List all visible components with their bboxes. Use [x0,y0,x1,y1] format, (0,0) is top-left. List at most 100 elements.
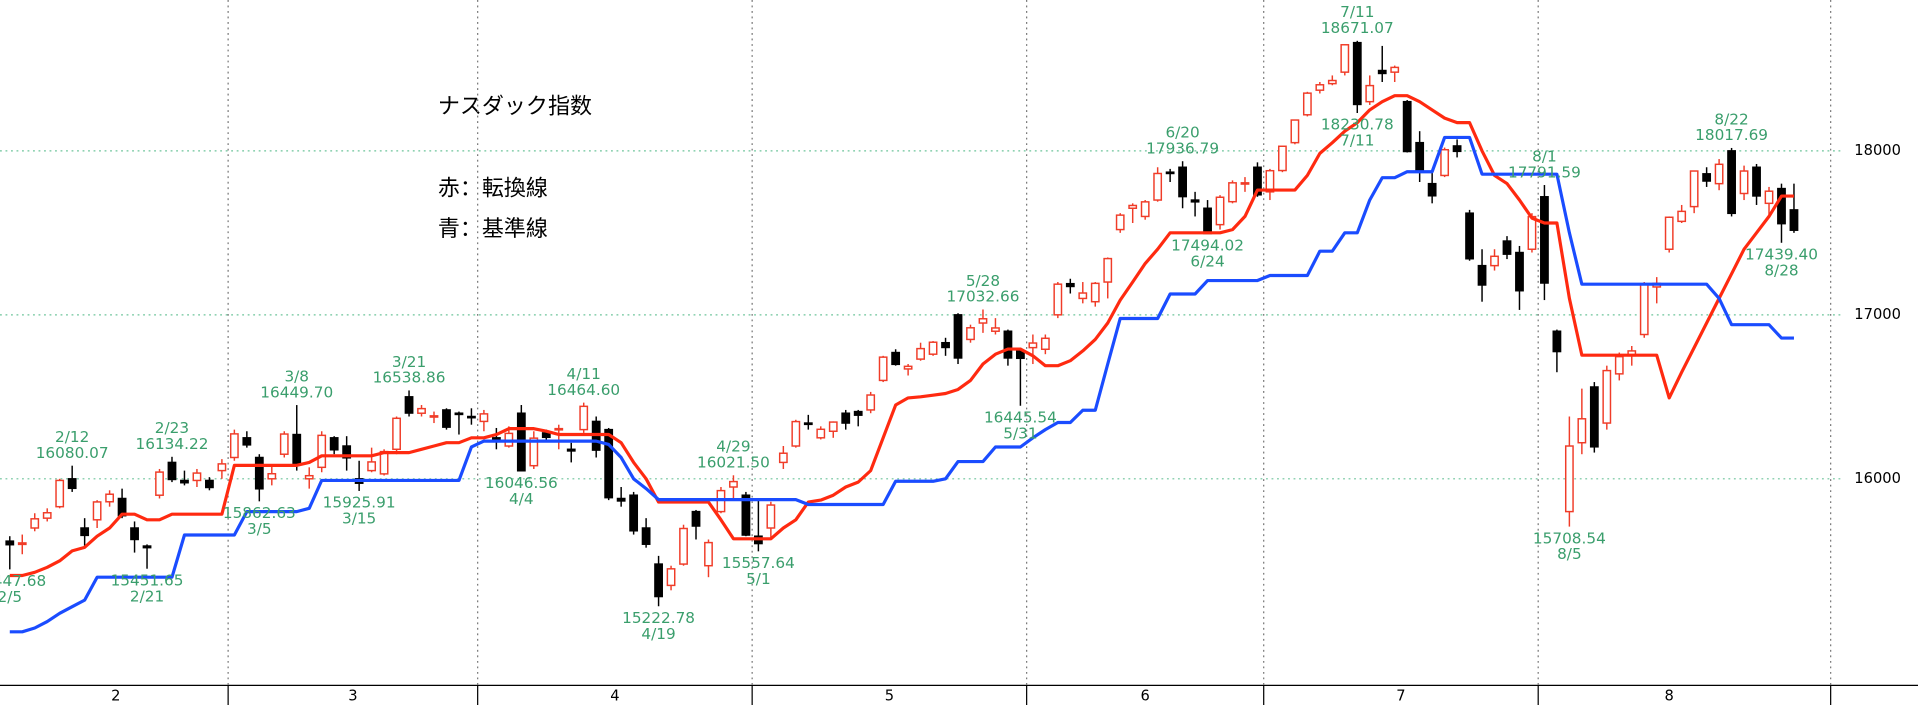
candle-body [317,434,327,469]
candle-body [1053,283,1063,316]
annotation-value: 16445.54 [984,408,1057,426]
candle-body [778,452,788,464]
candle-body [1028,342,1038,349]
candle-body [766,504,776,529]
y-tick-label: 18000 [1854,142,1901,159]
candle-body [604,428,614,499]
annotation-value: 17936.79 [1146,139,1219,157]
x-tick-label: 4 [610,687,619,704]
annotation-date: 2/23 [155,419,189,437]
candle-body [17,542,27,546]
candle-body [217,463,227,472]
candle-body [1764,190,1774,205]
candle-body [691,510,701,527]
candle-body [1415,141,1425,173]
candle-body [866,394,876,411]
candle-body [1664,216,1674,250]
x-tick-label: 2 [111,687,120,704]
candle-body [991,327,1000,332]
candle-body [5,540,15,546]
candle-body [205,479,214,489]
candle-body [641,527,651,545]
annotation-value: 17032.66 [947,288,1020,306]
x-tick-label: 6 [1141,687,1150,704]
candle-body [1702,173,1712,182]
annotation-value: 18230.78 [1321,116,1394,134]
legend-entry: 青：基準線 [438,217,548,242]
annotation-date: 8/5 [1557,545,1582,563]
annotation-value: 16021.50 [697,454,770,472]
candle-body [1178,166,1188,198]
candle-body [1577,418,1587,444]
y-tick-label: 16000 [1854,470,1901,487]
chart-title: ナスダック指数 [438,95,592,120]
candle-body [1789,209,1799,231]
annotation-value: 16538.86 [373,369,446,387]
candle-body [1777,187,1786,225]
candle-body [1065,282,1075,288]
candle-body [878,356,888,382]
candle-body [1190,199,1200,203]
candle-body [42,512,52,519]
candle-body [1589,386,1599,448]
candle-body [529,437,539,467]
candle-body [903,365,913,370]
annotation-date: 6/20 [1165,124,1199,142]
candle-body [404,396,414,414]
candle-body [1540,196,1549,284]
candle-body [1527,215,1537,250]
candle-body [966,327,975,341]
annotation-date: 6/24 [1190,252,1224,270]
candle-body [891,351,901,366]
candle-body [304,474,314,480]
annotation-date: 5/1 [746,570,771,588]
candle-body [80,527,90,537]
candle-body [729,480,738,488]
candle-body [442,409,451,428]
candle-body [1465,212,1474,260]
annotation-date: 2/12 [55,428,89,446]
candle-body [1727,150,1736,215]
candle-body [1502,240,1512,255]
annotation-date: 8/22 [1714,110,1748,128]
candle-body [978,318,988,324]
candle-body [55,479,65,508]
candle-body [1016,350,1025,360]
candle-body [267,472,277,480]
candle-body [1327,79,1337,85]
annotation-value: 16449.70 [260,383,333,401]
annotation-date: 8/28 [1764,261,1798,279]
annotation-date: 4/29 [716,438,750,456]
annotation-date: 8/1 [1532,147,1557,165]
candle-body [491,437,501,441]
candle-body [629,494,639,532]
candle-body [579,405,589,431]
x-tick-label: 3 [348,687,357,704]
annotation-value: 15925.91 [323,494,396,512]
candle-body [1290,119,1300,144]
annotation-value: 17494.02 [1171,237,1244,255]
annotation-date: 5/28 [966,272,1000,290]
candle-body [1203,207,1212,235]
candle-body [1228,182,1237,203]
candle-body [167,461,177,481]
candle-body [279,433,289,455]
candle-body [1427,182,1437,197]
annotation-value: 15708.54 [1533,529,1606,547]
candle-body [1115,214,1125,231]
candle-body [142,545,152,549]
candle-body [1390,66,1400,73]
candle-body [229,433,239,459]
candle-body [1452,145,1462,153]
annotation-date: 4/4 [509,490,534,508]
candle-body [1477,264,1487,286]
annotation-value: 16080.07 [36,444,109,462]
candle-body [1278,145,1287,172]
candle-body [1689,170,1699,208]
candle-body [1639,283,1649,336]
candle-body [479,413,489,423]
annotation-value: 15862.63 [223,504,296,522]
candle-body [1402,100,1412,153]
indicator-line [9,135,1794,634]
